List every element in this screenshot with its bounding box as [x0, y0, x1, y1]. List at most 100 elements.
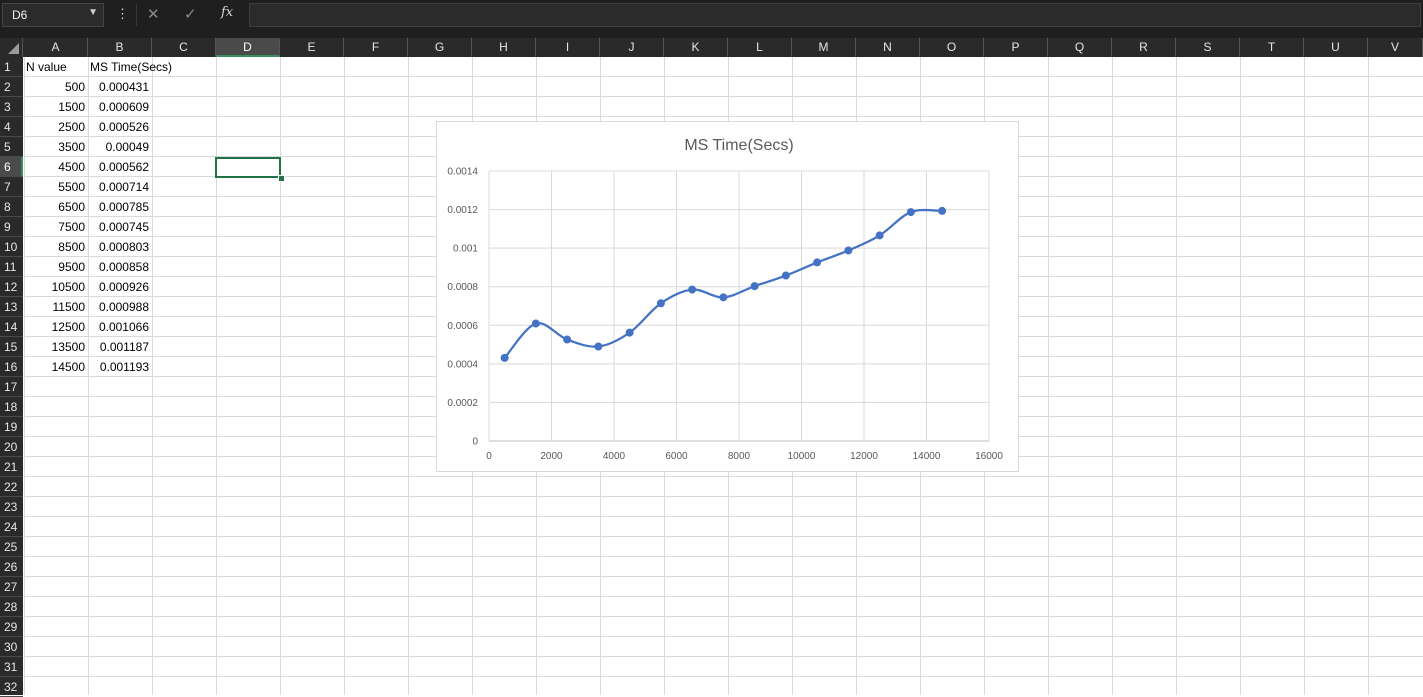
selected-cell[interactable]	[215, 157, 281, 178]
cell-b11[interactable]: 0.000858	[98, 260, 149, 274]
cell-b7[interactable]: 0.000714	[98, 180, 149, 194]
row-header-27[interactable]: 27	[0, 577, 23, 597]
row-header-12[interactable]: 12	[0, 277, 23, 297]
cell-a2[interactable]: 500	[64, 80, 85, 94]
row-header-14[interactable]: 14	[0, 317, 23, 337]
cell-b2[interactable]: 0.000431	[98, 80, 149, 94]
data-point	[750, 282, 759, 291]
column-header-o[interactable]: O	[920, 38, 984, 57]
row-header-29[interactable]: 29	[0, 617, 23, 637]
column-header-u[interactable]: U	[1304, 38, 1368, 57]
cell-b5[interactable]: 0.00049	[105, 140, 149, 154]
select-all-corner[interactable]	[0, 38, 23, 57]
cell-b3[interactable]: 0.000609	[98, 100, 149, 114]
row-header-30[interactable]: 30	[0, 637, 23, 657]
row-header-6[interactable]: 6	[0, 157, 23, 177]
cell-a7[interactable]: 5500	[58, 180, 85, 194]
row-header-25[interactable]: 25	[0, 537, 23, 557]
column-header-s[interactable]: S	[1176, 38, 1240, 57]
column-header-d[interactable]: D	[216, 38, 280, 57]
row-header-17[interactable]: 17	[0, 377, 23, 397]
cell-a9[interactable]: 7500	[58, 220, 85, 234]
cell-a1[interactable]: N value	[26, 60, 67, 74]
row-header-4[interactable]: 4	[0, 117, 23, 137]
formula-input[interactable]	[249, 3, 1421, 27]
row-header-19[interactable]: 19	[0, 417, 23, 437]
cell-a11[interactable]: 9500	[58, 260, 85, 274]
column-header-g[interactable]: G	[408, 38, 472, 57]
chevron-down-icon[interactable]: ▼	[88, 7, 98, 18]
check-icon[interactable]: ✓	[184, 6, 197, 23]
cell-b14[interactable]: 0.001066	[98, 320, 149, 334]
column-header-e[interactable]: E	[280, 38, 344, 57]
column-header-h[interactable]: H	[472, 38, 536, 57]
row-header-31[interactable]: 31	[0, 657, 23, 677]
row-header-13[interactable]: 13	[0, 297, 23, 317]
column-header-t[interactable]: T	[1240, 38, 1304, 57]
column-header-p[interactable]: P	[984, 38, 1048, 57]
row-header-2[interactable]: 2	[0, 77, 23, 97]
column-header-b[interactable]: B	[88, 38, 152, 57]
row-header-11[interactable]: 11	[0, 257, 23, 277]
column-header-q[interactable]: Q	[1048, 38, 1112, 57]
column-header-r[interactable]: R	[1112, 38, 1176, 57]
row-header-28[interactable]: 28	[0, 597, 23, 617]
row-header-18[interactable]: 18	[0, 397, 23, 417]
row-header-15[interactable]: 15	[0, 337, 23, 357]
cell-b6[interactable]: 0.000562	[98, 160, 149, 174]
column-header-f[interactable]: F	[344, 38, 408, 57]
row-header-26[interactable]: 26	[0, 557, 23, 577]
cell-a6[interactable]: 4500	[58, 160, 85, 174]
column-header-a[interactable]: A	[24, 38, 88, 57]
cell-b13[interactable]: 0.000988	[98, 300, 149, 314]
x-icon[interactable]: ✕	[147, 6, 160, 23]
cell-b15[interactable]: 0.001187	[99, 340, 149, 354]
cell-b9[interactable]: 0.000745	[98, 220, 149, 234]
column-header-c[interactable]: C	[152, 38, 216, 57]
row-header-8[interactable]: 8	[0, 197, 23, 217]
cell-a5[interactable]: 3500	[58, 140, 85, 154]
row-header-5[interactable]: 5	[0, 137, 23, 157]
column-header-i[interactable]: I	[536, 38, 600, 57]
column-header-n[interactable]: N	[856, 38, 920, 57]
vertical-ellipsis-icon[interactable]: ⋮	[116, 6, 129, 21]
y-tick-label: 0.0004	[447, 359, 478, 370]
row-header-32[interactable]: 32	[0, 677, 23, 697]
column-header-k[interactable]: K	[664, 38, 728, 57]
fill-handle[interactable]	[278, 175, 285, 182]
row-header-24[interactable]: 24	[0, 517, 23, 537]
column-header-v[interactable]: V	[1368, 38, 1423, 57]
series-line	[503, 208, 943, 359]
column-header-j[interactable]: J	[600, 38, 664, 57]
cell-a8[interactable]: 6500	[58, 200, 85, 214]
chart[interactable]: MS Time(Secs) 0 0.0002 0.0004 0.0006 0.0008 0.…	[436, 121, 1019, 472]
cell-a14[interactable]: 12500	[51, 320, 85, 334]
cell-b10[interactable]: 0.000803	[98, 240, 149, 254]
cell-b16[interactable]: 0.001193	[99, 360, 149, 374]
column-header-l[interactable]: L	[728, 38, 792, 57]
cell-a13[interactable]: 11500	[52, 300, 85, 314]
cell-a12[interactable]: 10500	[51, 280, 85, 294]
row-header-20[interactable]: 20	[0, 437, 23, 457]
cell-a4[interactable]: 2500	[58, 120, 85, 134]
row-header-10[interactable]: 10	[0, 237, 23, 257]
row-header-16[interactable]: 16	[0, 357, 23, 377]
row-header-23[interactable]: 23	[0, 497, 23, 517]
row-header-22[interactable]: 22	[0, 477, 23, 497]
cell-a3[interactable]: 1500	[58, 100, 85, 114]
cell-a10[interactable]: 8500	[58, 240, 85, 254]
cell-a16[interactable]: 14500	[51, 360, 85, 374]
cell-a15[interactable]: 13500	[51, 340, 85, 354]
row-header-1[interactable]: 1	[0, 57, 23, 77]
fx-icon[interactable]: fx	[221, 5, 234, 20]
row-header-7[interactable]: 7	[0, 177, 23, 197]
name-box[interactable]: D6 ▼	[2, 3, 104, 27]
row-header-3[interactable]: 3	[0, 97, 23, 117]
cell-b8[interactable]: 0.000785	[98, 200, 149, 214]
row-header-21[interactable]: 21	[0, 457, 23, 477]
column-header-m[interactable]: M	[792, 38, 856, 57]
cell-b4[interactable]: 0.000526	[98, 120, 149, 134]
cell-b1[interactable]: MS Time(Secs)	[90, 60, 173, 74]
row-header-9[interactable]: 9	[0, 217, 23, 237]
cell-b12[interactable]: 0.000926	[98, 280, 149, 294]
